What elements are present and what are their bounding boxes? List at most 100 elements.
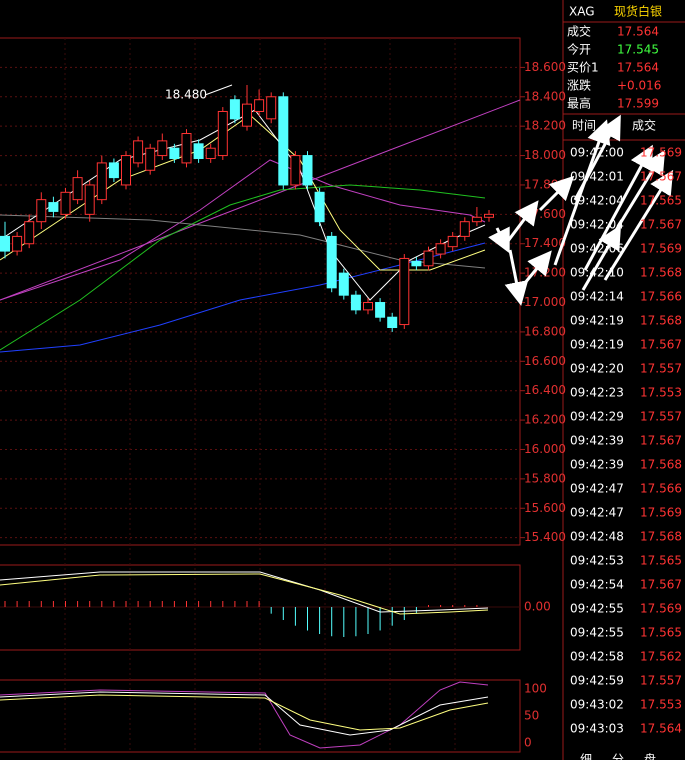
y-tick-label: 16.400 xyxy=(524,383,566,397)
candle-body xyxy=(12,235,23,252)
trade-time: 09:42:19 xyxy=(570,338,624,352)
candle-body xyxy=(0,235,10,252)
trade-time: 09:42:01 xyxy=(570,170,624,184)
quote-label: 成交 xyxy=(567,24,591,39)
candle-body xyxy=(24,221,35,245)
y-tick-label: 15.600 xyxy=(524,501,566,515)
trade-price: 17.567 xyxy=(640,434,682,448)
trade-time: 09:42:54 xyxy=(570,578,624,592)
trade-time: 09:42:04 xyxy=(570,194,624,208)
candle-body xyxy=(326,235,337,289)
y-tick-label: 16.800 xyxy=(524,324,566,338)
trade-price: 17.569 xyxy=(640,146,682,160)
y-tick-label: 18.400 xyxy=(524,89,566,103)
quote-label: 涨跌 xyxy=(567,78,591,93)
trade-time: 09:42:10 xyxy=(570,266,624,280)
bottom-tab[interactable]: 细 xyxy=(580,753,592,760)
trade-time: 09:42:55 xyxy=(570,626,624,640)
kdj-line xyxy=(0,681,489,749)
y-tick-label: 17.400 xyxy=(524,236,566,250)
bottom-tab[interactable]: 分 xyxy=(612,753,624,760)
candle-body xyxy=(278,96,289,186)
y-tick-label: 17.000 xyxy=(524,295,566,309)
macd-line xyxy=(0,573,489,615)
candle-body xyxy=(133,140,144,164)
candle-body xyxy=(96,162,107,201)
trade-price: 17.562 xyxy=(640,650,682,664)
trade-price: 17.568 xyxy=(640,530,682,544)
candle-body xyxy=(266,96,277,120)
symbol-name: 现货白银 xyxy=(614,4,662,19)
candle-body xyxy=(290,155,301,186)
trade-time: 09:42:53 xyxy=(570,554,624,568)
candle-body xyxy=(338,272,349,296)
quote-label: 最高 xyxy=(567,96,591,111)
trade-time: 09:42:20 xyxy=(570,362,624,376)
trade-price: 17.567 xyxy=(640,218,682,232)
trade-price: 17.568 xyxy=(640,314,682,328)
candle-body xyxy=(36,199,47,223)
trade-time: 09:42:47 xyxy=(570,482,624,496)
trade-time: 09:42:58 xyxy=(570,650,624,664)
trade-price: 17.569 xyxy=(640,506,682,520)
trade-time: 09:43:02 xyxy=(570,698,624,712)
trade-time: 09:42:59 xyxy=(570,674,624,688)
candle-body xyxy=(121,155,131,186)
trade-price: 17.569 xyxy=(640,242,682,256)
trade-price: 17.566 xyxy=(640,482,682,496)
candle-body xyxy=(314,191,325,223)
trade-price: 17.569 xyxy=(640,602,682,616)
trade-price: 17.557 xyxy=(640,410,682,424)
candle-body xyxy=(169,147,180,160)
annotation: 18.480 xyxy=(165,88,207,102)
trade-price: 17.566 xyxy=(640,290,682,304)
y-tick-label: 18.000 xyxy=(524,148,566,162)
trade-price: 17.564 xyxy=(640,722,682,736)
arrow xyxy=(608,149,666,241)
candle-body xyxy=(60,191,71,215)
table-header: 时间 xyxy=(572,119,596,133)
annotation-leader xyxy=(204,84,233,96)
candle-body xyxy=(471,216,482,223)
ma-line xyxy=(0,99,521,301)
trade-time: 09:42:48 xyxy=(570,530,624,544)
arrow xyxy=(504,249,529,306)
trade-time: 09:42:47 xyxy=(570,506,624,520)
ma-line xyxy=(0,184,486,351)
trade-price: 17.567 xyxy=(640,338,682,352)
trade-price: 17.568 xyxy=(640,266,682,280)
trade-price: 17.567 xyxy=(640,578,682,592)
candle-body xyxy=(108,162,119,179)
y-tick-label: 16.600 xyxy=(524,354,566,368)
y-tick-label: 16.200 xyxy=(524,413,566,427)
candle-body xyxy=(447,235,458,248)
trade-time: 09:42:55 xyxy=(570,602,624,616)
macd-tick-label: 0.00 xyxy=(524,600,551,614)
trade-price: 17.565 xyxy=(640,626,682,640)
trade-time: 09:42:23 xyxy=(570,386,624,400)
y-tick-label: 15.800 xyxy=(524,471,566,485)
bottom-tab[interactable]: 盘 xyxy=(644,752,656,760)
trade-time: 09:42:04 xyxy=(570,218,624,232)
trade-time: 09:43:03 xyxy=(570,722,624,736)
arrow xyxy=(603,169,674,281)
candle-body xyxy=(217,110,228,157)
trade-price: 17.553 xyxy=(640,386,682,400)
candle-body xyxy=(459,221,470,237)
candle-body xyxy=(435,243,446,255)
kdj-line xyxy=(0,691,489,736)
y-tick-label: 16.000 xyxy=(524,442,566,456)
quote-value: 17.564 xyxy=(617,61,659,75)
quote-label: 买价1 xyxy=(567,61,599,75)
quote-label: 今开 xyxy=(567,42,591,57)
trade-time: 09:42:39 xyxy=(570,434,624,448)
candle-body xyxy=(181,133,192,164)
candle-body xyxy=(302,155,313,186)
candle-body xyxy=(399,257,410,326)
arrow xyxy=(573,114,621,201)
arrow xyxy=(553,119,611,266)
arrow xyxy=(583,144,653,271)
trade-time: 09:42:19 xyxy=(570,314,624,328)
quote-value: 17.599 xyxy=(617,97,659,111)
candle-body xyxy=(193,143,204,160)
